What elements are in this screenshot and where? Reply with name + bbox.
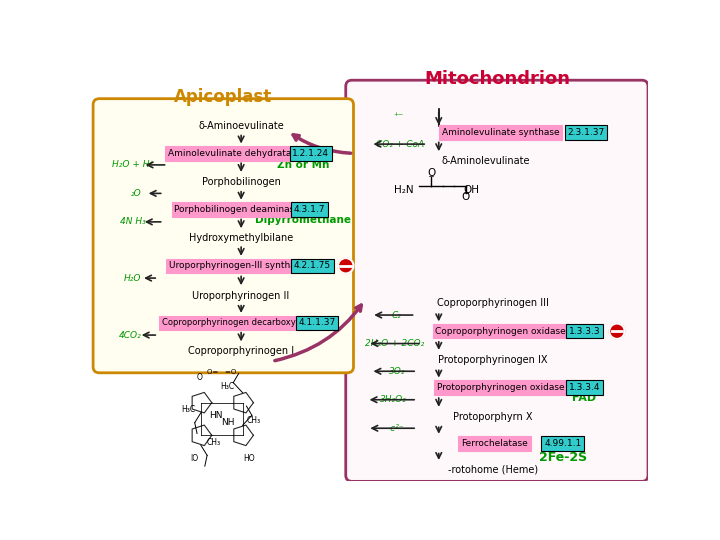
Text: H₂O: H₂O xyxy=(124,274,141,282)
Text: 2Fe-2S: 2Fe-2S xyxy=(539,451,587,464)
Text: 1.2.1.24: 1.2.1.24 xyxy=(292,149,329,158)
Text: IO: IO xyxy=(191,454,199,463)
Text: ⁺⁻: ⁺⁻ xyxy=(393,112,404,122)
FancyBboxPatch shape xyxy=(346,80,648,481)
Text: Uroporphyrinogen II: Uroporphyrinogen II xyxy=(192,291,289,301)
Text: 4.3.1.7: 4.3.1.7 xyxy=(294,205,325,214)
Text: 2.3.1.37: 2.3.1.37 xyxy=(567,128,605,137)
Text: Protoporphyrn X: Protoporphyrn X xyxy=(454,411,533,422)
Text: Aminolevulinate dehydratase: Aminolevulinate dehydratase xyxy=(168,149,302,158)
Text: O: O xyxy=(427,167,435,178)
Text: 4.1.1.37: 4.1.1.37 xyxy=(299,318,336,327)
Text: 4.2.1.75: 4.2.1.75 xyxy=(294,261,331,270)
Text: CH₃: CH₃ xyxy=(246,416,261,425)
Text: H₃C: H₃C xyxy=(181,405,196,414)
Text: Apicoplast: Apicoplast xyxy=(174,88,272,106)
Text: δ-Aminolevulinate: δ-Aminolevulinate xyxy=(441,156,529,166)
Text: 3H₂O₂: 3H₂O₂ xyxy=(380,395,408,404)
Text: 3O₂: 3O₂ xyxy=(390,367,406,376)
Text: Hydroxymethylbilane: Hydroxymethylbilane xyxy=(189,233,293,243)
Text: Coproporphyrinogen oxidase: Coproporphyrinogen oxidase xyxy=(436,327,566,336)
Text: NH: NH xyxy=(221,418,235,427)
Text: 4N H₃: 4N H₃ xyxy=(120,218,145,226)
Text: CH₃: CH₃ xyxy=(206,437,220,447)
Text: Zn or Mn: Zn or Mn xyxy=(277,160,329,170)
Text: Ferrochelatase: Ferrochelatase xyxy=(462,439,528,448)
Text: OH: OH xyxy=(463,185,480,195)
Text: -rotohome (Heme): -rotohome (Heme) xyxy=(448,465,538,475)
Text: Coproporphyrinogen I: Coproporphyrinogen I xyxy=(188,346,294,356)
Text: Mitochondrion: Mitochondrion xyxy=(424,70,570,87)
Text: HN: HN xyxy=(209,411,222,421)
Text: H₂O + H⁺: H₂O + H⁺ xyxy=(112,160,154,170)
Text: Uroporphyrinogen-III synthase: Uroporphyrinogen-III synthase xyxy=(168,261,306,270)
Text: 1.3.3.4: 1.3.3.4 xyxy=(569,383,600,392)
FancyBboxPatch shape xyxy=(93,99,354,373)
Text: CO₂ + CoA: CO₂ + CoA xyxy=(376,140,424,149)
Text: 4.99.1.1: 4.99.1.1 xyxy=(544,439,581,448)
Text: O=   =O: O= =O xyxy=(207,369,236,375)
Circle shape xyxy=(609,323,625,339)
Text: H₃C: H₃C xyxy=(220,382,234,391)
Text: 1.3.3.3: 1.3.3.3 xyxy=(569,327,600,336)
Text: Protoporphyrinogen IX: Protoporphyrinogen IX xyxy=(438,355,548,365)
Text: H₂N: H₂N xyxy=(394,185,414,195)
Text: HO: HO xyxy=(243,454,255,463)
Text: Protoporphyrinogen oxidase: Protoporphyrinogen oxidase xyxy=(437,383,564,392)
Circle shape xyxy=(338,258,354,273)
Text: 2H₂O + 2CO₂: 2H₂O + 2CO₂ xyxy=(365,339,424,348)
Text: FAD: FAD xyxy=(572,393,596,403)
Text: Porphobilinogen deaminase: Porphobilinogen deaminase xyxy=(174,205,300,214)
Text: O: O xyxy=(197,374,203,382)
Text: Porphobilinogen: Porphobilinogen xyxy=(202,177,281,187)
Text: C₂: C₂ xyxy=(391,310,401,320)
Text: Coproporphyrinogen decarboxylase: Coproporphyrinogen decarboxylase xyxy=(162,318,312,327)
Text: ₂O: ₂O xyxy=(131,189,142,198)
Text: Dipyrromethane: Dipyrromethane xyxy=(255,215,351,225)
Text: δ-Aminoevulinate: δ-Aminoevulinate xyxy=(198,122,284,131)
Text: O: O xyxy=(462,192,470,202)
Text: Aminolevulinate synthase: Aminolevulinate synthase xyxy=(442,128,559,137)
Text: Coproporphyrinogen III: Coproporphyrinogen III xyxy=(437,299,549,308)
Text: 4CO₂: 4CO₂ xyxy=(119,330,142,340)
Text: -c²⁻: -c²⁻ xyxy=(388,424,405,433)
